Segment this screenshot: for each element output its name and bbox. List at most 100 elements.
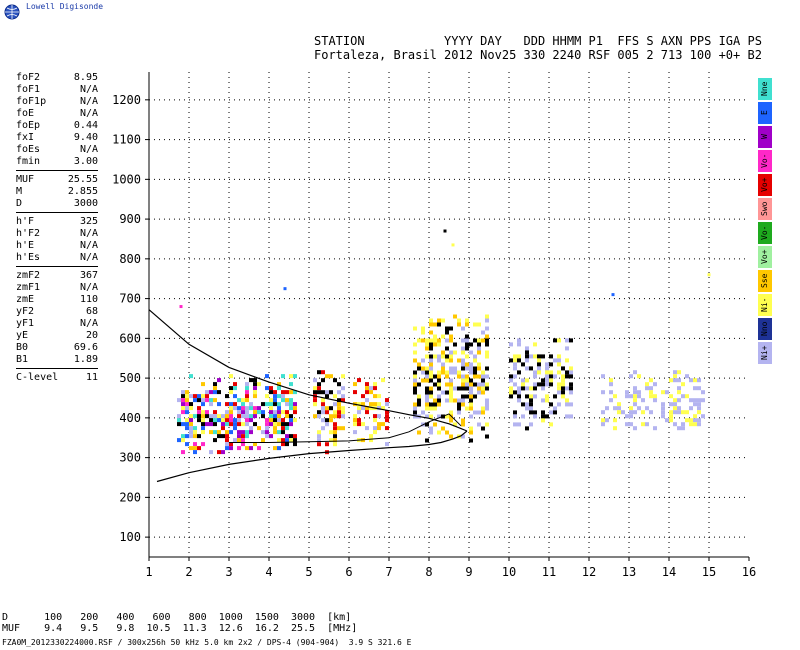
echo-cell [201, 398, 205, 403]
echo-cell [429, 362, 433, 367]
echo-cell [465, 382, 469, 387]
echo-cell [381, 378, 385, 383]
echo-cell [569, 370, 573, 375]
echo-cell [545, 378, 549, 383]
echo-cell [625, 390, 629, 395]
scaled-parameters-panel: foF2 8.95 foF1 N/A foF1p N/A foE N/A foEp 0.44 fxI… [2, 72, 98, 384]
echo-cell [525, 406, 529, 411]
echo-cell [541, 382, 545, 387]
echo-cell [465, 406, 469, 411]
echo-cell [229, 374, 233, 379]
echo-cell [445, 374, 449, 379]
echo-cell [481, 370, 485, 375]
echo-cell [365, 398, 369, 403]
param-value: N/A [79, 144, 98, 155]
echo-cell [469, 390, 473, 395]
echo-cell [449, 382, 453, 387]
param-row: yF1 N/A [2, 318, 98, 330]
echo-cell [641, 422, 645, 427]
param-label: MUF [16, 174, 35, 185]
echo-cell [457, 402, 461, 407]
echo-cell [469, 366, 473, 371]
echo-cell [461, 394, 465, 399]
echo-cell [233, 426, 237, 431]
echo-cell [533, 386, 537, 391]
echo-cell [521, 414, 525, 419]
param-label: h'Es [16, 252, 41, 263]
echo-cell [529, 386, 533, 391]
param-separator [16, 212, 98, 213]
echo-cell [209, 430, 213, 435]
echo-cell [337, 398, 341, 403]
echo-cell [613, 406, 617, 411]
echo-cell [481, 338, 485, 343]
echo-cell [693, 386, 697, 391]
echo-point [611, 293, 615, 297]
echo-cell [693, 422, 697, 427]
echo-cell [381, 406, 385, 411]
echo-cell [341, 426, 345, 431]
echo-cell [473, 394, 477, 399]
echo-cell [433, 354, 437, 359]
echo-cell [273, 390, 277, 395]
echo-cell [485, 402, 489, 407]
echo-cell [509, 378, 513, 383]
echo-cell [421, 378, 425, 383]
echo-cell [293, 442, 297, 447]
echo-cell [293, 390, 297, 395]
echo-cell [337, 390, 341, 395]
param-row: fmin 3.00 [2, 156, 98, 168]
echo-cell [521, 362, 525, 367]
echo-cell [233, 418, 237, 423]
echo-cell [557, 358, 561, 363]
echo-cell [277, 438, 281, 443]
param-value: 11 [85, 372, 98, 383]
echo-cell [285, 434, 289, 439]
echo-cell [201, 394, 205, 399]
echo-cell [433, 406, 437, 411]
echo-cell [253, 442, 257, 447]
echo-cell [517, 390, 521, 395]
echo-cell [477, 322, 481, 327]
echo-cell [473, 338, 477, 343]
echo-cell [465, 334, 469, 339]
echo-cell [269, 386, 273, 391]
echo-cell [209, 390, 213, 395]
param-value: 68 [85, 306, 98, 317]
echo-cell [425, 366, 429, 371]
echo-cell [477, 350, 481, 355]
echo-cell [693, 378, 697, 383]
echo-cell [353, 390, 357, 395]
legend-swatch: Sse [758, 270, 772, 292]
echo-cell [377, 414, 381, 419]
echo-cell [241, 406, 245, 411]
param-row: B0 69.6 [2, 342, 98, 354]
echo-cell [513, 422, 517, 427]
echo-cell [257, 426, 261, 431]
param-separator [16, 266, 98, 267]
echo-cell [473, 366, 477, 371]
echo-cell [697, 398, 701, 403]
echo-cell [425, 398, 429, 403]
echo-cell [289, 406, 293, 411]
x-tick-label: 3 [225, 565, 232, 579]
echo-cell [465, 322, 469, 327]
echo-cell [369, 402, 373, 407]
echo-cell [437, 414, 441, 419]
echo-cell [205, 398, 209, 403]
echo-cell [633, 394, 637, 399]
echo-cell [525, 426, 529, 431]
echo-cell [565, 374, 569, 379]
echo-cell [641, 410, 645, 415]
echo-cell [385, 426, 389, 431]
echo-cell [649, 378, 653, 383]
param-value: N/A [79, 108, 98, 119]
echo-cell [437, 338, 441, 343]
echo-cell [245, 446, 249, 451]
legend-label: W [760, 134, 769, 140]
echo-cell [249, 446, 253, 451]
echo-cell [269, 410, 273, 415]
echo-cell [697, 418, 701, 423]
echo-cell [553, 394, 557, 399]
echo-cell [317, 390, 321, 395]
